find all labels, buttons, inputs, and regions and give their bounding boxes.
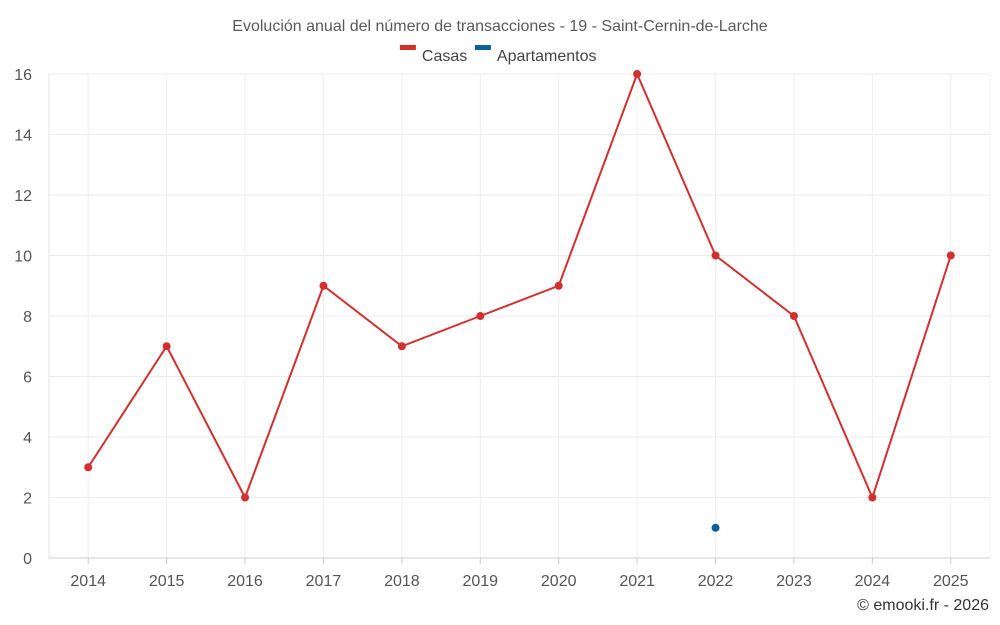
series-layer bbox=[84, 70, 955, 532]
data-point bbox=[397, 342, 406, 351]
data-point bbox=[946, 251, 955, 260]
data-point bbox=[868, 493, 877, 502]
chart-title: Evolución anual del número de transaccio… bbox=[232, 18, 768, 35]
legend-label: Apartamentos bbox=[497, 48, 597, 65]
data-point bbox=[476, 312, 485, 320]
x-tick-label: 2015 bbox=[149, 573, 185, 590]
y-tick-label: 8 bbox=[23, 309, 32, 326]
y-tick-label: 14 bbox=[14, 128, 32, 145]
data-point bbox=[241, 493, 250, 502]
x-tick-label: 2018 bbox=[384, 573, 420, 590]
data-point bbox=[789, 312, 798, 320]
y-tick-label: 4 bbox=[23, 430, 32, 447]
legend-swatch bbox=[474, 45, 491, 50]
x-tick-label: 2016 bbox=[227, 573, 263, 590]
x-tick-label: 2024 bbox=[855, 573, 891, 590]
series-line bbox=[87, 71, 952, 501]
y-axis-tick-labels: 0 2 4 6 8 10 12 14 16 bbox=[14, 67, 32, 568]
legend-swatch bbox=[399, 45, 416, 50]
legend-item-casas: Casas bbox=[399, 45, 467, 65]
data-point bbox=[711, 523, 720, 532]
y-tick-label: 16 bbox=[14, 67, 32, 84]
y-tick-label: 12 bbox=[14, 188, 32, 205]
x-tick-label: 2017 bbox=[306, 573, 342, 590]
x-tick-label: 2014 bbox=[70, 573, 106, 590]
x-tick-label: 2021 bbox=[619, 573, 655, 590]
legend-item-apartamentos: Apartamentos bbox=[474, 45, 597, 65]
data-point bbox=[633, 70, 642, 78]
y-tick-label: 2 bbox=[23, 491, 32, 508]
x-axis-tick-labels: 2014 2015 2016 2017 2018 2019 2020 2021 2022 2023… bbox=[70, 573, 968, 590]
data-point bbox=[711, 251, 720, 260]
x-tick-label: 2022 bbox=[698, 573, 734, 590]
legend-label: Casas bbox=[422, 48, 467, 65]
grid bbox=[49, 73, 990, 558]
x-tick-label: 2023 bbox=[776, 573, 812, 590]
x-tick-label: 2025 bbox=[933, 573, 969, 590]
x-tick-label: 2020 bbox=[541, 573, 577, 590]
y-tick-label: 6 bbox=[23, 370, 32, 387]
legend: Casas Apartamentos bbox=[399, 45, 597, 65]
data-point bbox=[162, 342, 171, 351]
series-apartamentos bbox=[711, 523, 720, 532]
y-tick-label: 10 bbox=[14, 249, 32, 266]
credit-text: © emooki.fr - 2026 bbox=[857, 597, 989, 614]
x-tick-label: 2019 bbox=[462, 573, 498, 590]
series-casas bbox=[84, 70, 955, 502]
data-point bbox=[319, 281, 328, 290]
data-point bbox=[554, 281, 563, 290]
y-tick-label: 0 bbox=[23, 551, 32, 568]
data-point bbox=[84, 463, 93, 472]
axes bbox=[48, 74, 991, 564]
